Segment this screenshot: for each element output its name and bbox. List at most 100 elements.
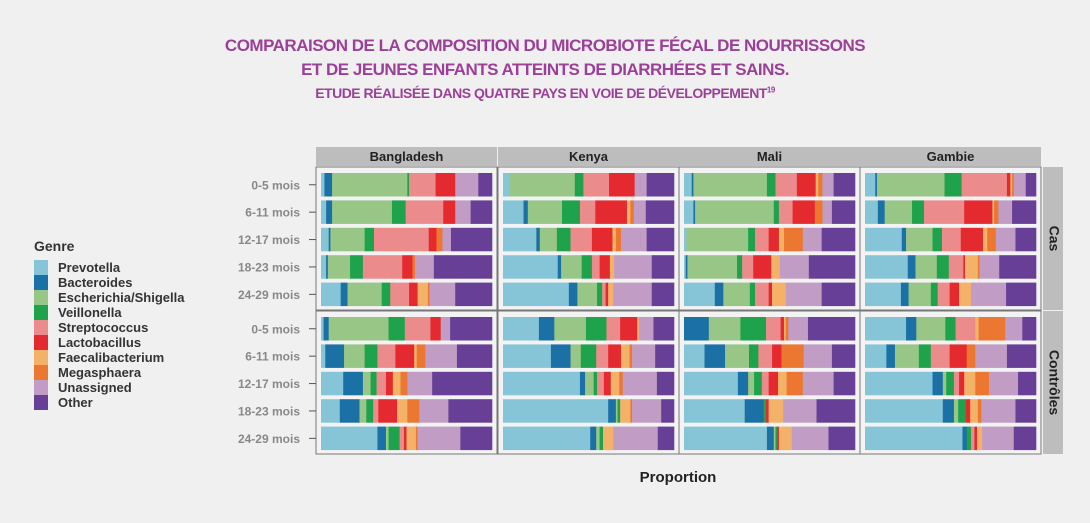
bar-segment-unassigned [1013, 173, 1027, 197]
x-axis-label: Proportion [640, 469, 717, 486]
bar-segment-lactobacillus [605, 282, 609, 307]
bar-segment-streptococcus [374, 227, 430, 252]
bar-segment-veillonella [364, 344, 378, 368]
bar-segment-unassigned [779, 255, 810, 279]
bar-segment-megasphaera [400, 371, 408, 396]
bar-segment-escherichia-shigella [687, 255, 738, 279]
bar-segment-streptococcus [606, 317, 621, 341]
bar-segment-faecalibacterium [977, 426, 983, 451]
bar-segment-escherichia-shigella [332, 200, 393, 224]
bar-segment-bacteroides [339, 399, 360, 423]
bar-segment-veillonella [574, 173, 584, 197]
bar-segment-bacteroides [685, 255, 688, 279]
bar-segment-prevotella [684, 426, 768, 451]
bar-segment-bacteroides [343, 371, 364, 396]
bar-segment-megasphaera [1012, 173, 1015, 197]
legend-item: Other [34, 395, 184, 410]
bar-segment-escherichia-shigella [527, 200, 563, 224]
bar-segment-lactobacillus [409, 282, 418, 307]
bar-segment-veillonella [737, 255, 743, 279]
bar-segment-unassigned [614, 255, 653, 279]
bar-segment-other [448, 399, 493, 423]
bar-segment-lactobacillus [768, 227, 780, 252]
bar-segment-faecalibacterium [784, 317, 787, 341]
facet-label-1: Contrôles [1046, 350, 1062, 416]
bar-segment-escherichia-shigella [748, 371, 755, 396]
bar-segment-prevotella [503, 282, 570, 307]
legend-item: Bacteroides [34, 275, 184, 290]
bar-segment-faecalibacterium [397, 399, 408, 423]
bar-segment-faecalibacterium [414, 344, 418, 368]
bar-segment-veillonella [912, 200, 925, 224]
bar-segment-unassigned [455, 173, 479, 197]
bar-segment-unassigned [442, 227, 452, 252]
bar-segment-bacteroides [691, 173, 694, 197]
bar-segment-escherichia-shigella [916, 317, 946, 341]
bar-segment-prevotella [865, 227, 903, 252]
legend-item: Prevotella [34, 260, 184, 275]
legend-label: Veillonella [58, 305, 122, 320]
bar-segment-veillonella [754, 371, 763, 396]
bar-segment-lactobacillus [959, 371, 965, 396]
bar-segment-prevotella [684, 282, 716, 307]
bar-segment-unassigned [803, 344, 833, 368]
legend-swatch [34, 320, 48, 335]
bar-segment-prevotella [865, 426, 963, 451]
legend-label: Streptococcus [58, 320, 149, 335]
row-label: 12-17 mois [238, 233, 300, 247]
bar-segment-unassigned [788, 317, 809, 341]
bar-segment-prevotella [321, 317, 324, 341]
bar-segment-unassigned [632, 399, 662, 423]
row-label: 0-5 mois [251, 178, 300, 192]
legend-label: Lactobacillus [58, 335, 142, 350]
bar-segment-bacteroides [326, 200, 333, 224]
bar-segment-escherichia-shigella [908, 282, 932, 307]
bar-segment-veillonella [366, 399, 374, 423]
legend-swatch [34, 350, 48, 365]
bar-segment-streptococcus [579, 200, 596, 224]
bar-segment-faecalibacterium [637, 317, 640, 341]
bar-segment-faecalibacterium [975, 317, 980, 341]
bar-segment-faecalibacterium [772, 282, 787, 307]
bar-segment-faecalibacterium [778, 227, 785, 252]
bar-segment-lactobacillus [595, 200, 628, 224]
bar-segment-unassigned [791, 426, 829, 451]
bar-segment-veillonella [946, 371, 955, 396]
bar-segment-escherichia-shigella [332, 173, 408, 197]
bar-segment-megasphaera [994, 200, 999, 224]
bar-segment-other [653, 317, 675, 341]
bar-segment-veillonella [740, 317, 767, 341]
bar-segment-megasphaera [415, 426, 418, 451]
bar-segment-veillonella [350, 255, 364, 279]
bar-segment-prevotella [321, 173, 325, 197]
bar-segment-other [450, 227, 493, 252]
bar-segment-prevotella [321, 399, 341, 423]
bar-segment-unassigned [633, 200, 647, 224]
bar-segment-lactobacillus [608, 344, 622, 368]
legend-item: Streptococcus [34, 320, 184, 335]
bar-segment-prevotella [321, 426, 378, 451]
facet-label-kenya: Kenya [569, 149, 609, 164]
bar-segment-prevotella [503, 426, 591, 451]
row-label: 24-29 mois [238, 288, 300, 302]
bar-segment-prevotella [865, 399, 944, 423]
bar-segment-escherichia-shigella [615, 399, 618, 423]
bar-segment-faecalibacterium [620, 344, 630, 368]
bar-segment-faecalibacterium [970, 399, 979, 423]
bar-segment-veillonella [599, 426, 604, 451]
bar-segment-other [816, 399, 856, 423]
facet-label-0: Cas [1046, 226, 1062, 252]
bar-segment-bacteroides [608, 399, 617, 423]
bar-segment-bacteroides [906, 317, 917, 341]
bar-segment-escherichia-shigella [328, 317, 389, 341]
bar-segment-unassigned [419, 399, 449, 423]
bar-segment-unassigned [783, 399, 817, 423]
bar-segment-escherichia-shigella [906, 227, 933, 252]
bar-segment-prevotella [321, 282, 341, 307]
bar-segment-bacteroides [932, 371, 944, 396]
bar-segment-faecalibacterium [964, 371, 976, 396]
bar-segment-streptococcus [376, 371, 387, 396]
legend-label: Escherichia/Shigella [58, 290, 185, 305]
bar-segment-lactobacillus [395, 344, 415, 368]
